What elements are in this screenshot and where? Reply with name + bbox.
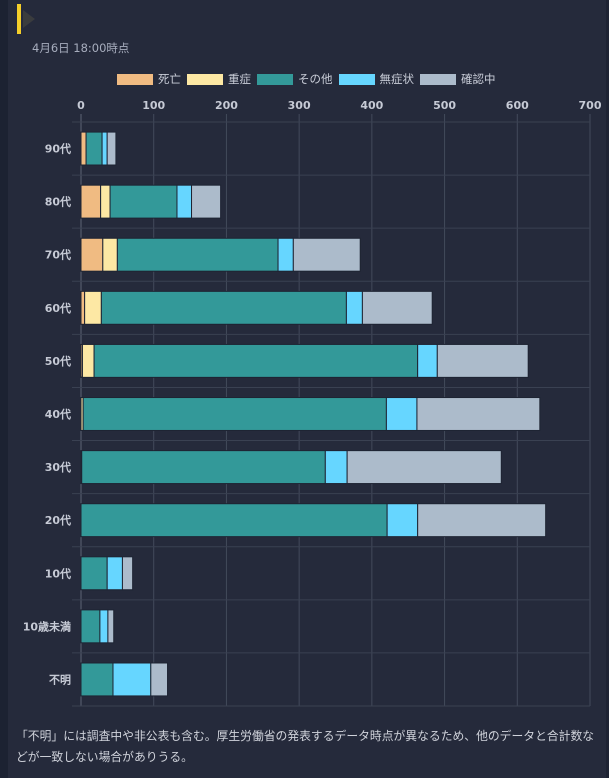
y-category-label: 70代 [45, 248, 71, 262]
legend-label: 無症状 [379, 72, 415, 86]
legend-label: 重症 [228, 72, 251, 86]
title-accent-bar [17, 4, 21, 34]
x-tick-label: 700 [579, 99, 602, 112]
bar-segment [150, 662, 169, 697]
y-category-label: 40代 [45, 407, 71, 421]
bar-segment [93, 343, 419, 378]
bar-segment [417, 343, 438, 378]
x-tick-label: 100 [142, 99, 165, 112]
y-category-label: 50代 [45, 354, 71, 368]
bar-segment [81, 450, 326, 485]
grid-layer [72, 114, 591, 707]
bar-segment [109, 184, 178, 219]
bar-segment [80, 609, 101, 644]
legend-item-checking[interactable]: 確認中 [420, 71, 496, 87]
legend-item-severe[interactable]: 重症 [187, 71, 251, 87]
bar-segment [106, 131, 117, 166]
y-category-label: 10代 [45, 566, 71, 580]
legend-swatch [420, 73, 456, 85]
bar-segment [112, 662, 152, 697]
bar-segment [191, 184, 222, 219]
bar-segment [80, 397, 84, 431]
bar-segment [80, 662, 114, 697]
bar-segment [417, 503, 547, 538]
bar-segment [416, 397, 541, 431]
bar-segment [106, 556, 123, 591]
bar-segment [80, 450, 83, 485]
y-category-label: 30代 [45, 460, 71, 474]
right-border [606, 0, 609, 778]
bar-segment [80, 556, 108, 591]
bar-segment [80, 237, 104, 272]
x-tick-label: 300 [288, 99, 311, 112]
x-tick-label: 0 [77, 99, 85, 112]
bar-segment [99, 609, 109, 644]
legend-label: 確認中 [461, 72, 496, 86]
bar-segment [80, 343, 83, 378]
legend-swatch [117, 73, 153, 85]
legend: 死亡 重症 その他 無症状 確認中 [117, 71, 502, 87]
legend-swatch [257, 73, 293, 85]
bar-segment [100, 184, 111, 219]
bar-segment [80, 184, 102, 219]
timestamp: 4月6日 18:00時点 [32, 41, 130, 55]
legend-swatch [338, 73, 375, 85]
legend-swatch [187, 73, 223, 85]
bar-segment [176, 184, 193, 219]
bar-segment [292, 237, 361, 272]
bar-segment [100, 290, 347, 325]
y-category-label: 不明 [49, 673, 71, 686]
bar-segment [386, 503, 419, 538]
bar-segment [80, 290, 86, 325]
bar-segment [80, 503, 388, 538]
y-category-label: 80代 [45, 195, 71, 209]
y-category-label: 90代 [45, 142, 71, 156]
bar-segment [116, 237, 279, 272]
legend-item-asymptomatic[interactable]: 無症状 [338, 71, 415, 87]
y-category-label: 10歳未満 [23, 619, 71, 633]
bar-layer [80, 131, 547, 697]
bar-segment [107, 609, 115, 644]
bar-segment [277, 237, 294, 272]
x-tick-label: 600 [506, 99, 529, 112]
legend-label: 死亡 [158, 72, 181, 86]
bar-segment [82, 397, 387, 431]
bar-segment [102, 237, 118, 272]
bar-segment [101, 131, 108, 166]
bar-segment [85, 131, 103, 166]
y-category-label: 20代 [45, 513, 71, 527]
footnote: 「不明」には調査中や非公表も含む。厚生労働省の発表するデータ時点が異なるため、他… [16, 729, 595, 764]
bar-segment [81, 343, 95, 378]
x-tick-label: 400 [360, 99, 383, 112]
bar-segment [324, 450, 348, 485]
bar-segment [345, 290, 363, 325]
y-category-label: 60代 [45, 301, 71, 315]
bar-segment [436, 343, 529, 378]
bar-segment [385, 397, 418, 431]
legend-item-death[interactable]: 死亡 [117, 71, 181, 87]
legend-item-other[interactable]: その他 [257, 71, 333, 87]
bar-segment [121, 556, 134, 591]
bar-segment [361, 290, 433, 325]
x-tick-label: 200 [215, 99, 238, 112]
play-triangle-icon [23, 10, 35, 28]
left-border [0, 0, 8, 778]
label-layer: 0 100 200 300 400 500 600 700 90代 80代 70代 60代 50代 40代… [23, 99, 602, 686]
legend-label: その他 [298, 72, 333, 86]
bar-segment [84, 290, 102, 325]
bar-segment [80, 131, 87, 166]
x-tick-label: 500 [433, 99, 456, 112]
bar-segment [346, 450, 502, 485]
